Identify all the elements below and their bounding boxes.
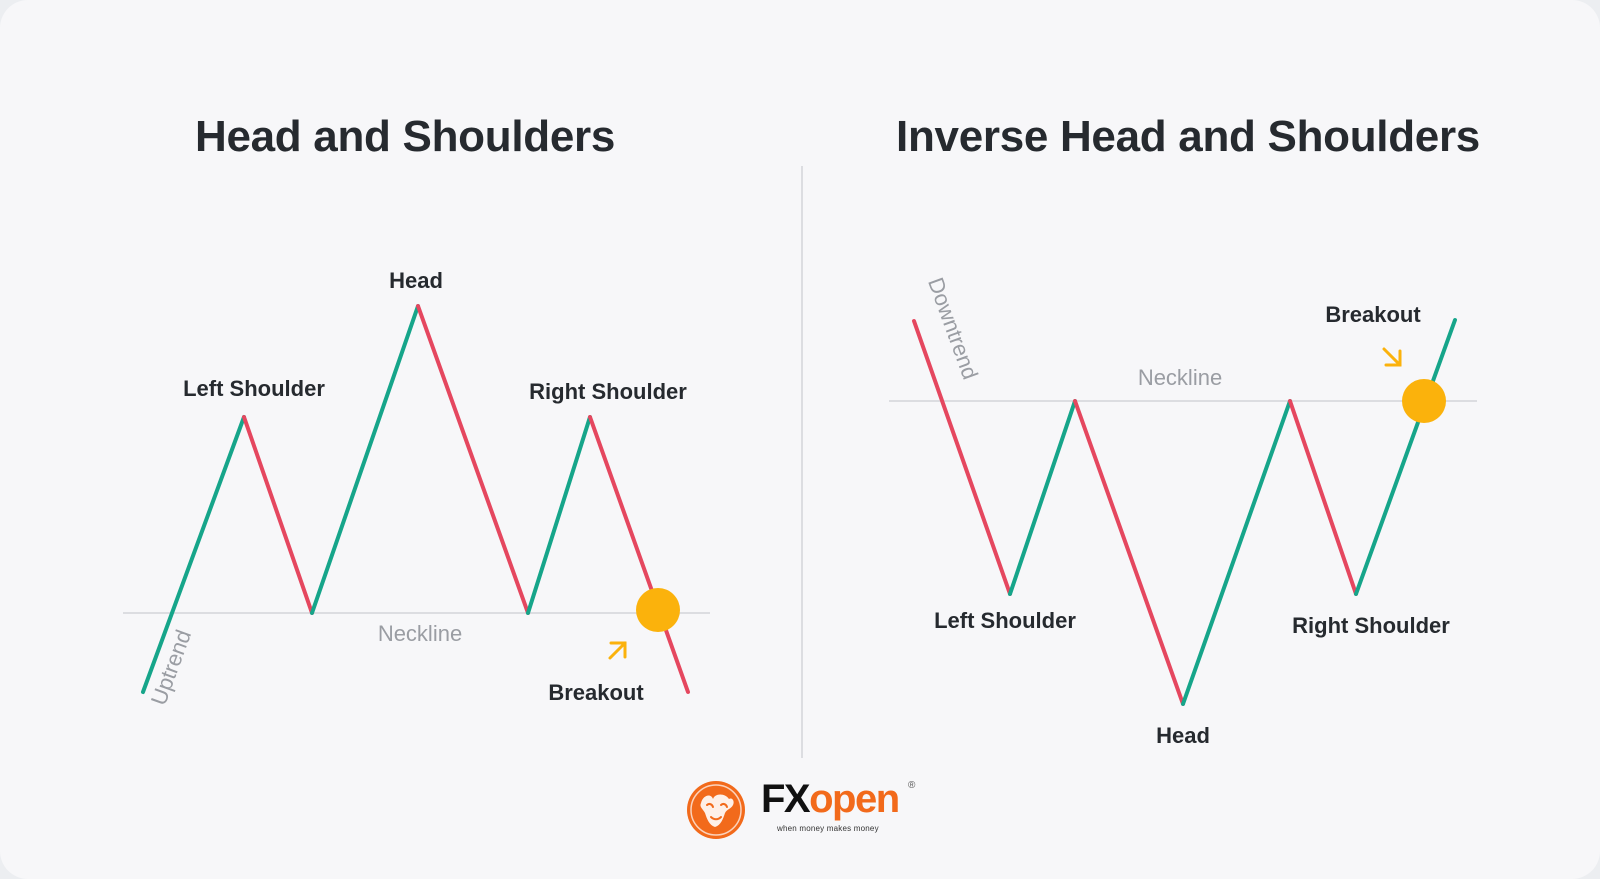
logo-open-text: open bbox=[809, 777, 900, 821]
left-panel-title: Head and Shoulders bbox=[194, 112, 616, 161]
right-shoulder-label: Right Shoulder bbox=[1292, 613, 1450, 638]
up-leg-right-shoulder bbox=[526, 415, 592, 615]
down-leg-from-head bbox=[416, 304, 530, 615]
neckline-label: Neckline bbox=[378, 621, 462, 646]
head-label: Head bbox=[1156, 723, 1210, 748]
logo-fx-text: FX bbox=[761, 777, 811, 821]
breakout-label: Breakout bbox=[1325, 302, 1421, 327]
down-leg-to-head bbox=[1073, 399, 1185, 706]
head-label: Head bbox=[389, 268, 443, 293]
breakout-label: Breakout bbox=[548, 680, 644, 705]
breakout-dot bbox=[1402, 379, 1446, 423]
breakout-arrow-icon bbox=[1382, 347, 1402, 367]
down-leg-breakdown bbox=[588, 415, 690, 694]
panel-divider bbox=[801, 166, 803, 758]
left-shoulder-label: Left Shoulder bbox=[183, 376, 325, 401]
up-leg-from-head bbox=[1181, 399, 1292, 706]
down-leg-downtrend bbox=[912, 319, 1012, 596]
up-leg-breakout bbox=[1354, 318, 1457, 596]
bull-icon bbox=[687, 781, 745, 839]
breakout-dot bbox=[636, 588, 680, 632]
logo-tagline: when money makes money bbox=[777, 824, 879, 833]
left-shoulder-label: Left Shoulder bbox=[934, 608, 1076, 633]
fxopen-logo: FXopen ® when money makes money bbox=[685, 775, 925, 845]
up-leg-to-head bbox=[310, 304, 420, 615]
down-leg-right-shoulder bbox=[1288, 399, 1358, 596]
neckline-label: Neckline bbox=[1138, 365, 1222, 390]
right-panel-title: Inverse Head and Shoulders bbox=[896, 112, 1480, 161]
logo-wordmark: FXopen bbox=[761, 777, 900, 821]
registered-mark: ® bbox=[908, 780, 916, 791]
right-shoulder-label: Right Shoulder bbox=[529, 379, 687, 404]
up-leg-left-shoulder bbox=[1008, 399, 1077, 596]
up-leg-uptrend bbox=[141, 415, 246, 694]
breakout-arrow-icon bbox=[608, 641, 627, 660]
down-leg-left-shoulder bbox=[242, 415, 314, 615]
